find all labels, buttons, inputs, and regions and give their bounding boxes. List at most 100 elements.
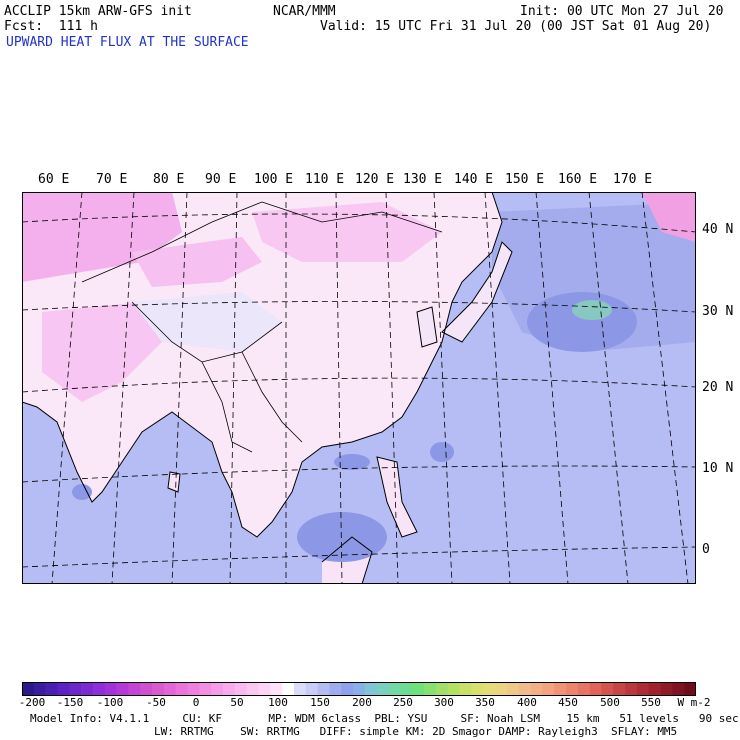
- colorbar-tick-label: -100: [96, 696, 124, 709]
- colorbar-swatch: [22, 682, 35, 696]
- colorbar-swatch: [435, 682, 448, 696]
- lon-label: 130 E: [403, 172, 443, 187]
- colorbar: [22, 682, 696, 696]
- colorbar-swatch: [211, 682, 224, 696]
- colorbar-swatch: [246, 682, 259, 696]
- forecast-hour: Fcst: 111 h: [4, 19, 98, 34]
- colorbar-tick-label: 200: [352, 696, 372, 709]
- colorbar-swatch: [163, 682, 177, 696]
- philippines: [377, 457, 417, 537]
- ocean-patch: [527, 292, 637, 352]
- ocean-patch: [297, 512, 387, 562]
- high-flux-ne: [642, 192, 696, 242]
- colorbar-swatch: [364, 682, 378, 696]
- japan: [442, 242, 512, 342]
- colorbar-swatch: [636, 682, 649, 696]
- colorbar-tick-label: 400: [517, 696, 537, 709]
- colorbar-swatch: [577, 682, 590, 696]
- colorbar-swatch: [494, 682, 508, 696]
- colorbar-swatch: [258, 682, 271, 696]
- korea: [417, 307, 437, 347]
- colorbar-swatch: [282, 682, 295, 696]
- lat-label: 30 N: [702, 304, 734, 319]
- colorbar-swatch: [648, 682, 661, 696]
- lat-label: 40 N: [702, 222, 734, 237]
- colorbar-swatch: [305, 682, 318, 696]
- colorbar-swatch: [565, 682, 579, 696]
- colorbar-swatch: [672, 682, 685, 696]
- colorbar-swatch: [542, 682, 555, 696]
- tibet-plateau: [132, 292, 282, 352]
- ocean-patch: [334, 454, 370, 470]
- colorbar-swatch: [128, 682, 141, 696]
- colorbar-swatch: [601, 682, 614, 696]
- field-title: UPWARD HEAT FLUX AT THE SURFACE: [6, 35, 249, 50]
- lon-label: 150 E: [505, 172, 545, 187]
- colorbar-swatch: [270, 682, 283, 696]
- colorbar-swatch: [613, 682, 626, 696]
- colorbar-swatch: [199, 682, 212, 696]
- asia-land: [22, 192, 502, 537]
- valid-time: Valid: 15 UTC Fri 31 Jul 20 (00 JST Sat …: [320, 19, 712, 34]
- lat-label: 20 N: [702, 380, 734, 395]
- colorbar-swatch: [57, 682, 70, 696]
- high-flux-tarim: [132, 237, 262, 287]
- lon-label: 120 E: [355, 172, 395, 187]
- colorbar-swatch: [554, 682, 567, 696]
- colorbar-swatch: [223, 682, 236, 696]
- lat-label: 0: [702, 542, 710, 557]
- colorbar-swatch: [518, 682, 531, 696]
- colorbar-swatch: [317, 682, 330, 696]
- colorbar-unit: W m-2: [677, 696, 711, 709]
- ocean-patch: [572, 300, 612, 320]
- colorbar-swatch: [625, 682, 638, 696]
- colorbar-swatch: [341, 682, 354, 696]
- colorbar-swatch: [353, 682, 366, 696]
- colorbar-swatch: [152, 682, 165, 696]
- model-info-line1: Model Info: V4.1.1 CU: KF MP: WDM 6class…: [30, 712, 739, 725]
- colorbar-swatch: [140, 682, 153, 696]
- lon-label: 110 E: [305, 172, 345, 187]
- lon-label: 80 E: [153, 172, 185, 187]
- colorbar-swatch: [530, 682, 543, 696]
- heat-flux-map: [22, 192, 696, 584]
- colorbar-swatch: [104, 682, 117, 696]
- sri-lanka: [168, 472, 180, 492]
- center-label: NCAR/MMM: [273, 4, 336, 19]
- colorbar-tick-label: 150: [310, 696, 330, 709]
- model-title: ACCLIP 15km ARW-GFS init: [4, 4, 192, 19]
- colorbar-swatch: [187, 682, 200, 696]
- lon-label: 90 E: [205, 172, 237, 187]
- colorbar-tick-label: 250: [393, 696, 413, 709]
- colorbar-swatch: [684, 682, 696, 696]
- colorbar-swatch: [589, 682, 602, 696]
- colorbar-swatch: [376, 682, 389, 696]
- colorbar-swatch: [400, 682, 413, 696]
- colorbar-tick-label: -150: [56, 696, 84, 709]
- colorbar-swatch: [45, 682, 58, 696]
- colorbar-swatch: [447, 682, 460, 696]
- colorbar-tick-label: 350: [475, 696, 495, 709]
- colorbar-swatch: [329, 682, 342, 696]
- colorbar-swatch: [471, 682, 484, 696]
- model-info-line2: LW: RRTMG SW: RRTMG DIFF: simple KM: 2D …: [154, 725, 678, 738]
- lon-label: 60 E: [38, 172, 70, 187]
- colorbar-tick-label: 50: [230, 696, 244, 709]
- colorbar-swatch: [424, 682, 437, 696]
- colorbar-swatch: [81, 682, 94, 696]
- colorbar-swatch: [175, 682, 188, 696]
- colorbar-swatch: [116, 682, 129, 696]
- colorbar-swatch: [660, 682, 673, 696]
- lon-label: 160 E: [558, 172, 598, 187]
- colorbar-swatch: [459, 682, 472, 696]
- lon-label: 100 E: [254, 172, 294, 187]
- colorbar-swatch: [483, 682, 496, 696]
- colorbar-tick-label: 300: [434, 696, 454, 709]
- colorbar-tick-label: 550: [641, 696, 661, 709]
- lon-label: 70 E: [96, 172, 128, 187]
- colorbar-swatch: [33, 682, 46, 696]
- colorbar-swatch: [388, 682, 401, 696]
- init-time: Init: 00 UTC Mon 27 Jul 20: [520, 4, 724, 19]
- ocean-patch: [72, 484, 92, 500]
- colorbar-tick-label: -50: [146, 696, 166, 709]
